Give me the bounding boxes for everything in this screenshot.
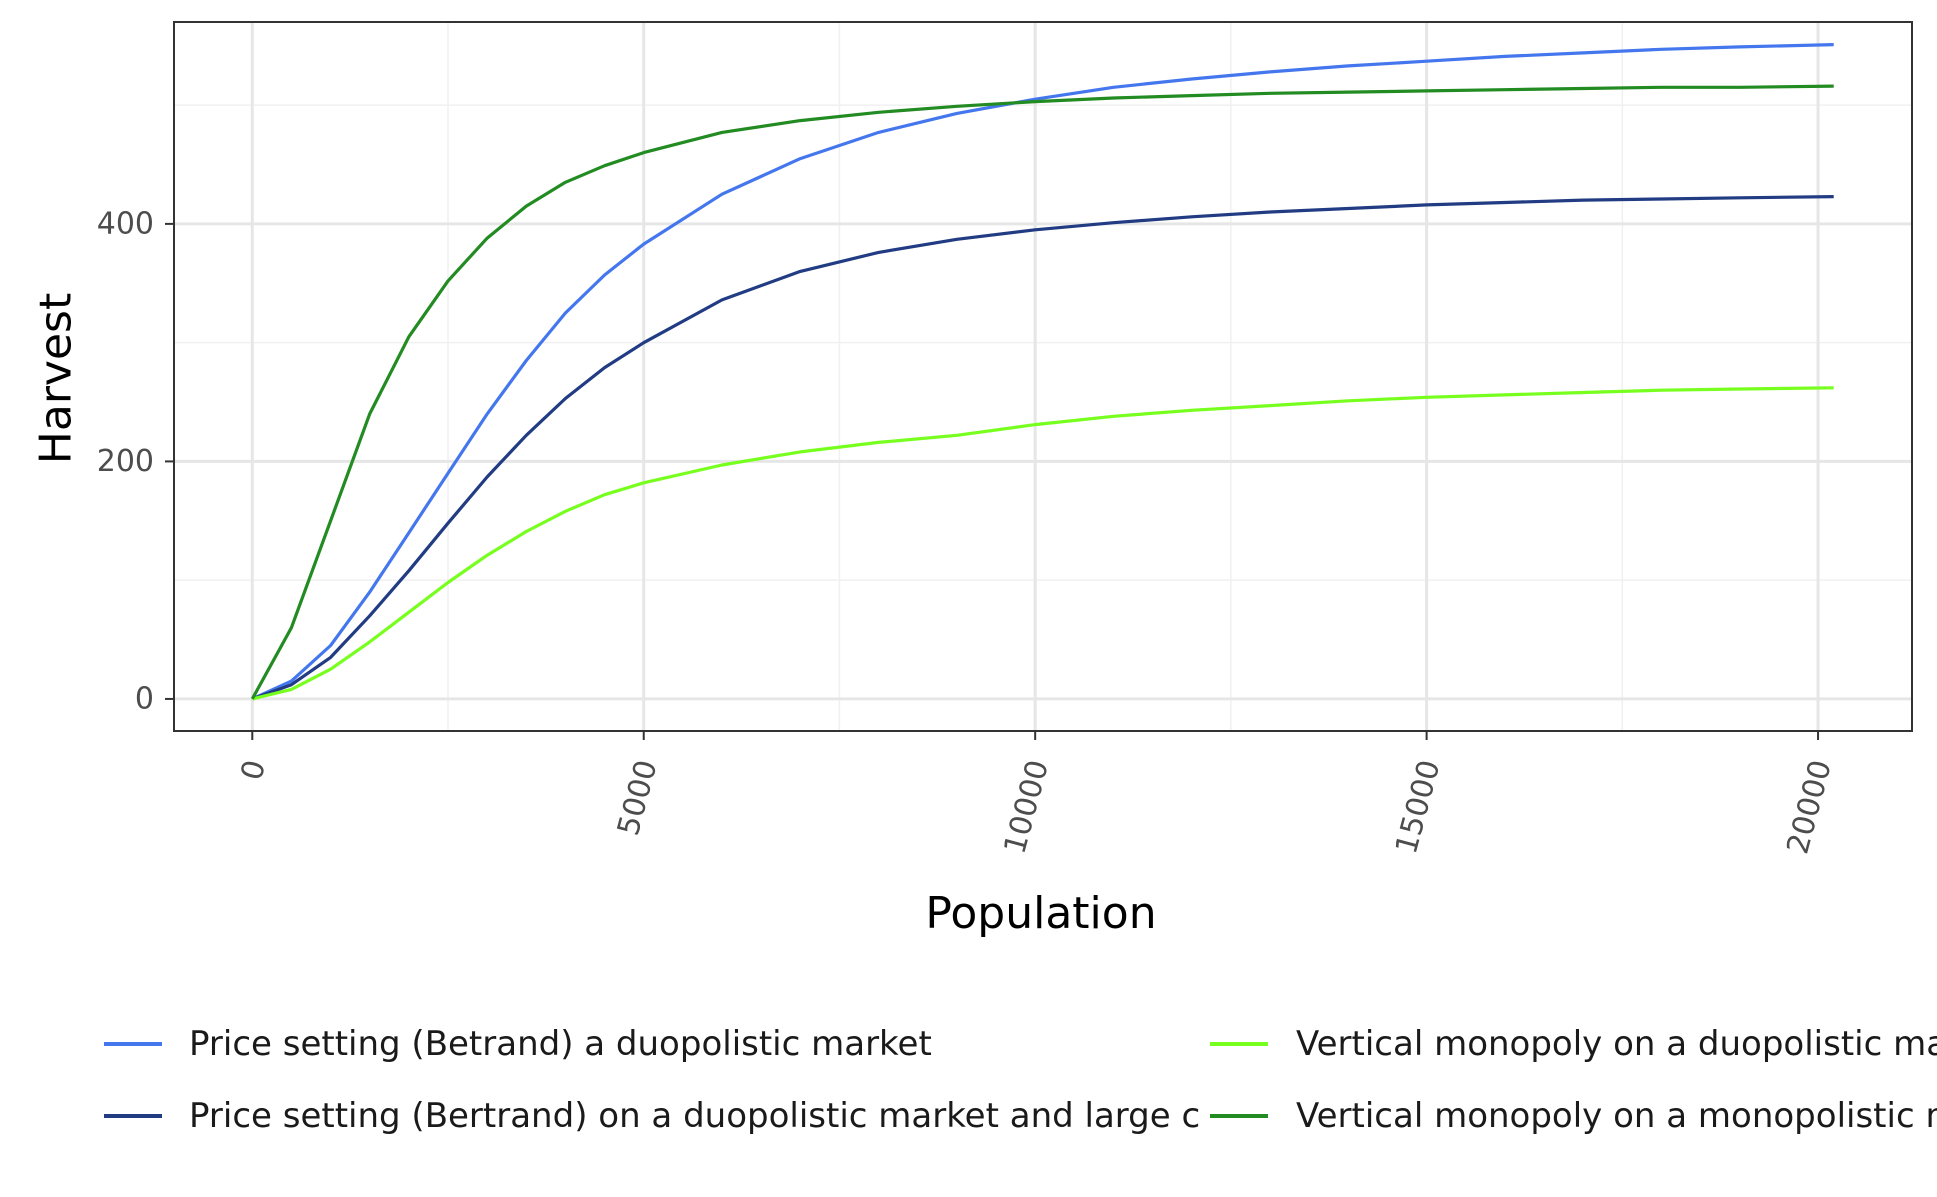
y-axis: 0 200 400 [97, 206, 174, 716]
series-line-4 [250, 84, 1834, 700]
series-lines [250, 43, 1834, 701]
series-line-1 [251, 43, 1834, 701]
plot-border [173, 21, 1913, 732]
legend-label-4: Vertical monopoly on a monopolistic mark… [1296, 1096, 1937, 1136]
legend-label-1: Price setting (Betrand) a duopolistic ma… [189, 1024, 932, 1064]
y-tick-label: 400 [97, 206, 154, 241]
grid-minor [174, 22, 1912, 731]
y-axis-title: Harvest [31, 293, 82, 464]
y-tick-label: 200 [97, 444, 154, 479]
grid-major [174, 22, 1912, 731]
y-tick-label: 0 [135, 681, 154, 716]
legend-label-3: Vertical monopoly on a duopolistic marke… [1296, 1024, 1937, 1064]
series-line-2 [251, 195, 1834, 701]
x-axis-title: Population [925, 888, 1156, 939]
legend: Price setting (Betrand) a duopolistic ma… [104, 1024, 1937, 1136]
legend-label-2: Price setting (Bertrand) on a duopolisti… [189, 1096, 1200, 1136]
series-line-3 [251, 386, 1834, 701]
